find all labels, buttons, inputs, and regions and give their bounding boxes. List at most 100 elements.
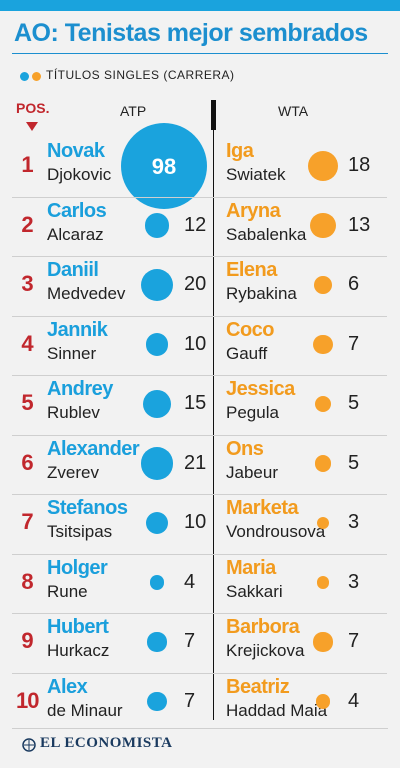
rank-number: 9 (21, 628, 33, 653)
wta-titles-bubble (315, 694, 331, 709)
wta-first-name: Barbora (226, 616, 300, 638)
atp-first-name: Andrey (47, 378, 113, 400)
wta-titles-bubble (310, 212, 336, 239)
wta-first-name: Iga (226, 140, 254, 162)
legend-dot-wta (32, 72, 41, 81)
atp-first-name: Alexander (47, 437, 140, 460)
rank-number: 2 (21, 211, 33, 237)
wta-last-name: Swiatek (226, 165, 286, 184)
wta-titles-value: 18 (348, 154, 371, 176)
wta-titles-bubble (313, 334, 333, 355)
atp-titles-value: 7 (184, 630, 196, 652)
pos-arrow-icon (26, 122, 38, 131)
rank-number: 1 (21, 152, 33, 177)
table-row: 2 Carlos Alcaraz Aryna Sabalenka 12 13 (0, 196, 400, 260)
wta-titles-value: 13 (348, 213, 371, 236)
rank-number: 7 (21, 509, 33, 534)
wta-last-name: Sakkari (226, 581, 283, 601)
legend-label: TÍTULOS SINGLES (CARRERA) (46, 68, 235, 82)
brand-mark-icon (22, 738, 36, 752)
pos-column-header: POS. (16, 100, 50, 116)
footer-divider (12, 728, 388, 729)
wta-last-name: Krejickova (226, 641, 305, 660)
table-row: 4 Jannik Sinner Coco Gauff 10 7 (0, 315, 400, 379)
atp-first-name: Carlos (47, 199, 107, 222)
table-row: 3 Daniil Medvedev Elena Rybakina 20 6 (0, 256, 400, 319)
atp-titles-value: 10 (184, 511, 207, 533)
atp-titles-bubble (140, 268, 174, 302)
wta-first-name: Beatriz (226, 675, 290, 698)
rank-number: 10 (16, 687, 39, 713)
atp-first-name: Holger (47, 556, 108, 579)
rank-number: 6 (21, 449, 33, 475)
column-divider-marker (211, 100, 216, 130)
wta-first-name: Elena (226, 259, 277, 281)
table-row: 10 Alex de Minaur Beatriz Haddad Maia 7 4 (0, 672, 400, 736)
row-separator (12, 553, 387, 555)
rank-number: 8 (21, 568, 33, 594)
atp-first-name: Stefanos (47, 497, 128, 519)
atp-last-name: Djokovic (47, 165, 112, 184)
row-separator (12, 196, 387, 198)
atp-titles-bubble (145, 333, 169, 356)
table-row: 1 Novak Djokovic Iga Swiatek 98 18 (0, 123, 400, 209)
wta-titles-value: 7 (348, 630, 360, 652)
wta-titles-value: 5 (348, 451, 360, 474)
atp-titles-value: 10 (184, 332, 207, 355)
wta-last-name: Gauff (226, 343, 268, 363)
wta-last-name: Vondrousova (226, 522, 326, 541)
table-row: 7 Stefanos Tsitsipas Marketa Vondrousova 10 3 (0, 494, 400, 557)
wta-titles-bubble (316, 516, 330, 530)
atp-titles-value: 15 (184, 392, 207, 414)
wta-titles-value: 3 (348, 570, 360, 593)
wta-first-name: Ons (226, 437, 264, 460)
atp-titles-value: 7 (184, 689, 196, 712)
wta-first-name: Coco (226, 318, 275, 341)
wta-first-name: Maria (226, 556, 276, 579)
wta-titles-value: 3 (348, 511, 360, 533)
row-separator (12, 613, 387, 614)
table-row: 6 Alexander Zverev Ons Jabeur 21 5 (0, 434, 400, 498)
wta-titles-value: 4 (348, 689, 360, 712)
atp-titles-value: 20 (184, 273, 207, 295)
atp-first-name: Alex (47, 675, 88, 698)
table-row: 5 Andrey Rublev Jessica Pegula 15 5 (0, 375, 400, 438)
atp-titles-value: 4 (184, 570, 196, 593)
wta-first-name: Jessica (226, 378, 295, 400)
atp-titles-bubble (121, 123, 207, 209)
row-separator (12, 672, 387, 674)
atp-column-header: ATP (120, 103, 147, 119)
atp-titles-bubble (147, 632, 167, 652)
atp-last-name: Rune (47, 581, 88, 601)
wta-titles-bubble (314, 455, 332, 472)
atp-titles-bubble (144, 213, 170, 238)
atp-titles-value: 21 (184, 451, 207, 474)
atp-last-name: Zverev (47, 462, 99, 482)
row-separator (12, 494, 387, 495)
wta-last-name: Jabeur (226, 462, 278, 482)
atp-titles-value: 98 (151, 154, 177, 179)
wta-titles-bubble (314, 395, 332, 413)
atp-titles-bubble (140, 447, 174, 480)
atp-last-name: Hurkacz (47, 641, 110, 660)
row-separator (12, 375, 387, 376)
atp-last-name: Tsitsipas (47, 522, 113, 541)
wta-column-header: WTA (278, 103, 309, 119)
brand-name: EL ECONOMISTA (40, 735, 173, 751)
atp-titles-bubble (147, 691, 167, 712)
wta-titles-value: 5 (348, 392, 360, 414)
atp-titles-bubble (143, 390, 171, 418)
table-row: 8 Holger Rune Maria Sakkari 4 3 (0, 553, 400, 617)
wta-last-name: Rybakina (226, 284, 297, 303)
wta-titles-bubble (313, 632, 333, 652)
wta-first-name: Marketa (226, 497, 299, 519)
column-divider (213, 130, 214, 720)
atp-titles-bubble (149, 575, 165, 590)
atp-first-name: Hubert (47, 616, 109, 638)
atp-last-name: Alcaraz (47, 224, 104, 244)
wta-titles-bubble (314, 276, 332, 294)
row-separator (12, 256, 387, 257)
wta-titles-value: 6 (348, 273, 360, 295)
row-separator (12, 315, 387, 317)
